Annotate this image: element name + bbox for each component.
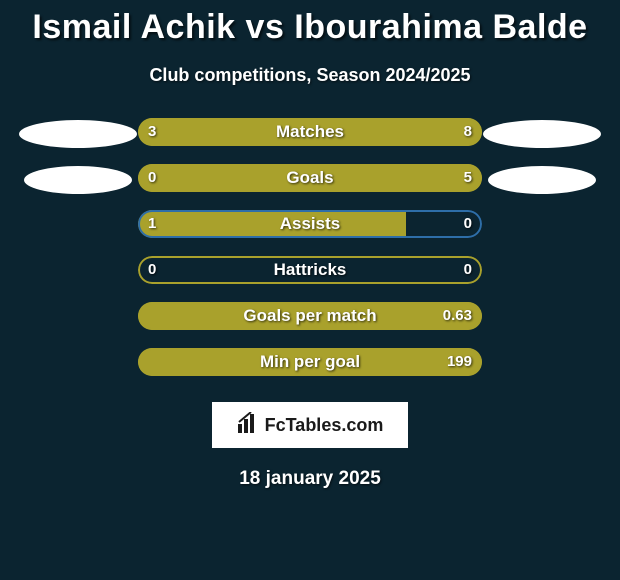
stat-row: 05Goals	[138, 164, 482, 192]
stat-label: Hattricks	[138, 256, 482, 284]
stat-label: Goals	[138, 164, 482, 192]
logo-box[interactable]: FcTables.com	[212, 402, 408, 448]
page-title: Ismail Achik vs Ibourahima Balde	[0, 8, 620, 47]
stat-label: Goals per match	[138, 302, 482, 330]
player-left-avatar-col	[18, 118, 138, 194]
barchart-icon	[237, 412, 259, 439]
stat-label: Assists	[138, 210, 482, 238]
stat-bars: 38Matches 05Goals 10Assists 00Hattricks 0.63…	[138, 118, 482, 376]
avatar-placeholder	[488, 166, 596, 194]
page-subtitle: Club competitions, Season 2024/2025	[0, 65, 620, 86]
logo-text: FcTables.com	[265, 415, 384, 436]
avatar-placeholder	[483, 120, 601, 148]
stat-row: 199Min per goal	[138, 348, 482, 376]
stat-label: Min per goal	[138, 348, 482, 376]
avatar-placeholder	[24, 166, 132, 194]
date-label: 18 january 2025	[0, 468, 620, 490]
stat-row: 10Assists	[138, 210, 482, 238]
stat-row: 00Hattricks	[138, 256, 482, 284]
stat-label: Matches	[138, 118, 482, 146]
avatar-placeholder	[19, 120, 137, 148]
stat-row: 0.63Goals per match	[138, 302, 482, 330]
stat-row: 38Matches	[138, 118, 482, 146]
stats-area: 38Matches 05Goals 10Assists 00Hattricks 0.63…	[0, 118, 620, 376]
player-right-avatar-col	[482, 118, 602, 194]
